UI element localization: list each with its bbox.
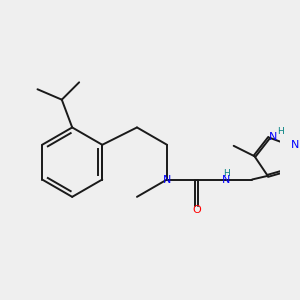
Text: N: N	[291, 140, 300, 150]
Text: N: N	[269, 132, 278, 142]
Text: O: O	[192, 205, 201, 215]
Text: N: N	[222, 175, 230, 184]
Text: H: H	[277, 127, 284, 136]
Text: N: N	[163, 175, 171, 184]
Text: H: H	[223, 169, 230, 178]
